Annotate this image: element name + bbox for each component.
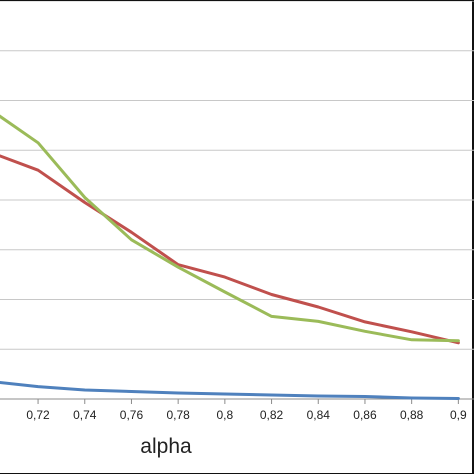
x-tick-label: 0,8 (217, 408, 234, 422)
x-tick-label: 0,9 (450, 408, 467, 422)
x-axis (0, 398, 474, 404)
series-line-1 (0, 381, 460, 400)
series-line-2 (0, 154, 460, 345)
x-tick-label: 0,82 (260, 408, 284, 422)
x-axis-title: alpha (140, 435, 192, 458)
x-tick-label: 0,88 (400, 408, 424, 422)
x-tick-label: 0,84 (307, 408, 331, 422)
x-tick-label: 0,78 (166, 408, 190, 422)
series-lines (0, 114, 460, 400)
x-tick-label: 0,86 (353, 408, 377, 422)
x-tick-labels: 0,72 0,74 0,76 0,78 0,8 0,82 0,84 0,86 0,88 0,9 (26, 408, 467, 422)
x-tick-label: 0,76 (120, 408, 144, 422)
series-line-3 (0, 114, 460, 343)
x-tick-label: 0,74 (73, 408, 97, 422)
x-tick-label: 0,72 (26, 408, 50, 422)
